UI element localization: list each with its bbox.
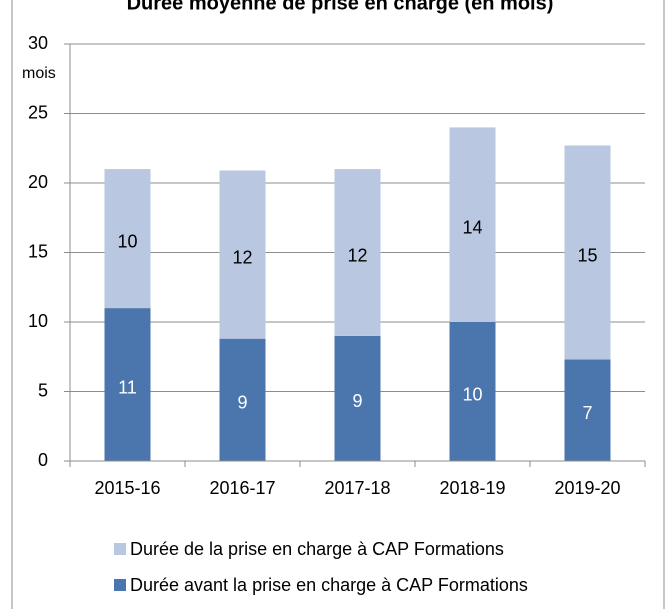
legend-swatch xyxy=(114,579,126,591)
data-label: 12 xyxy=(347,245,367,265)
bar-segment xyxy=(564,145,611,360)
y-tick-label: 15 xyxy=(28,241,48,261)
bar-segment xyxy=(449,127,496,323)
data-label: 7 xyxy=(582,403,592,423)
bar-segment xyxy=(219,338,266,461)
x-tick-label: 2017-18 xyxy=(324,478,390,498)
x-tick-label: 2016-17 xyxy=(209,478,275,498)
bar-segment xyxy=(219,170,266,339)
bar-segment xyxy=(104,308,151,461)
x-tick-label: 2015-16 xyxy=(94,478,160,498)
legend-label: Durée de la prise en charge à CAP Format… xyxy=(130,539,504,559)
y-tick-label: 5 xyxy=(38,380,48,400)
data-label: 10 xyxy=(117,231,137,251)
y-tick-label: 10 xyxy=(28,311,48,331)
data-label: 10 xyxy=(462,384,482,404)
data-label: 14 xyxy=(462,217,482,237)
data-label: 9 xyxy=(237,393,247,413)
chart-frame xyxy=(11,0,665,609)
data-label: 12 xyxy=(232,247,252,267)
bar-segment xyxy=(449,322,496,461)
data-label: 9 xyxy=(352,391,362,411)
data-label: 11 xyxy=(118,377,137,397)
chart-title: Durée moyenne de prise en charge (en moi… xyxy=(127,0,554,14)
legend-label: Durée avant la prise en charge à CAP For… xyxy=(130,575,528,595)
x-tick-label: 2018-19 xyxy=(439,478,505,498)
y-axis-label: mois xyxy=(22,65,56,82)
y-tick-label: 25 xyxy=(28,102,48,122)
data-label: 15 xyxy=(577,245,597,265)
x-tick-label: 2019-20 xyxy=(554,478,620,498)
y-tick-label: 20 xyxy=(28,172,48,192)
legend-swatch xyxy=(114,543,126,555)
bar-segment xyxy=(564,359,611,461)
bar-segment xyxy=(334,335,381,461)
bar-segment xyxy=(334,169,381,336)
bar-segment xyxy=(104,169,151,309)
y-tick-label: 0 xyxy=(38,450,48,470)
y-tick-label: 30 xyxy=(28,33,48,53)
